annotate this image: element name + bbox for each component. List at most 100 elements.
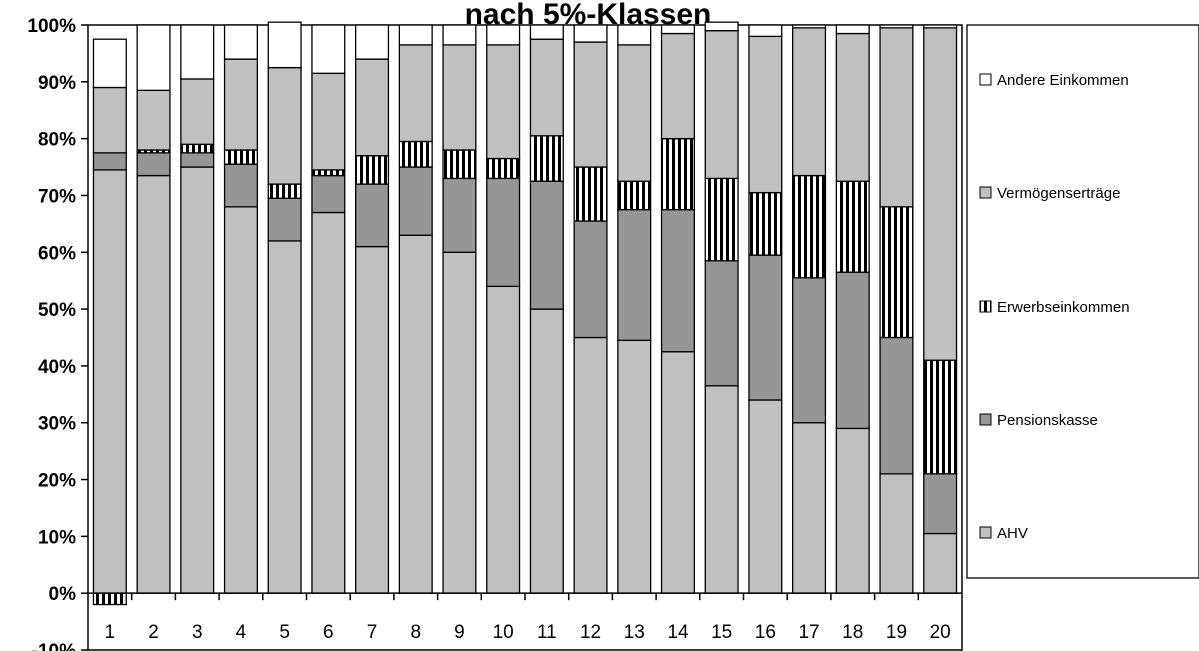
- bar-ahv: [835, 427, 870, 594]
- bar-ve: [879, 27, 914, 208]
- legend-label-ee: Erwerbseinkommen: [997, 299, 1130, 316]
- bar-ae: [355, 24, 390, 60]
- x-tick-label: 2: [148, 622, 159, 643]
- bar-ve: [835, 32, 870, 182]
- bar-ve: [617, 44, 652, 182]
- bar-ae: [267, 21, 302, 69]
- bar-ahv: [792, 422, 827, 594]
- bar-pk: [136, 152, 171, 177]
- bar-ee: [223, 149, 258, 165]
- bar-ve: [486, 44, 521, 160]
- bar-pk: [704, 260, 739, 387]
- bar-ae: [660, 24, 695, 35]
- plot-frame: [87, 24, 963, 651]
- bar-pk: [92, 152, 127, 171]
- bar-ahv: [136, 174, 171, 594]
- x-tick-label: 14: [667, 622, 689, 643]
- bar-ve: [267, 66, 302, 185]
- bar-ahv: [92, 169, 127, 594]
- bar-pk: [573, 220, 608, 339]
- bar-ahv: [311, 211, 346, 594]
- bar-ahv: [442, 251, 477, 594]
- bar-ae: [486, 24, 521, 46]
- y-tick-label: 20%: [38, 471, 76, 492]
- legend-label-ahv: AHV: [997, 525, 1028, 542]
- y-tick-label: 50%: [38, 300, 76, 321]
- x-tick-label: 5: [279, 622, 290, 643]
- plot-area: -10%0%10%20%30%40%50%60%70%80%90%100%123…: [27, 16, 963, 651]
- x-tick-label: 17: [798, 622, 819, 643]
- x-tick-label: 12: [580, 622, 601, 643]
- x-tick-label: 11: [537, 622, 557, 643]
- bar-ee: [398, 140, 433, 168]
- bar-pk: [617, 209, 652, 341]
- bar-ae: [573, 24, 608, 43]
- bar-ae: [529, 24, 564, 40]
- bar-ve: [223, 58, 258, 151]
- bar-ae: [748, 24, 783, 38]
- bar-ve: [398, 44, 433, 143]
- bar-ve: [442, 44, 477, 151]
- bar-ae: [180, 24, 215, 80]
- bar-ae: [136, 24, 171, 91]
- y-tick-label: 30%: [38, 414, 76, 435]
- bar-pk: [267, 197, 302, 242]
- x-tick-label: 8: [410, 622, 421, 643]
- x-tick-label: 7: [367, 622, 378, 643]
- bar-ve: [355, 58, 390, 157]
- bar-ee: [660, 137, 695, 211]
- bar-ae: [442, 24, 477, 46]
- bar-pk: [660, 209, 695, 353]
- bar-ee: [180, 143, 215, 154]
- bar-ve: [529, 38, 564, 137]
- bar-pk: [879, 336, 914, 475]
- bar-ve: [311, 72, 346, 171]
- legend-swatch-pk: [979, 413, 992, 426]
- bar-ahv: [398, 234, 433, 594]
- x-tick-label: 20: [930, 622, 951, 643]
- bar-ahv: [704, 385, 739, 594]
- bar-ve: [660, 32, 695, 140]
- x-tick-label: 10: [493, 622, 514, 643]
- bar-ae: [704, 21, 739, 32]
- legend-swatch-ve: [979, 186, 992, 199]
- bar-pk: [486, 177, 521, 288]
- legend-label-ae: Andere Einkommen: [997, 72, 1129, 89]
- bar-pk: [748, 254, 783, 401]
- bar-pk: [180, 152, 215, 168]
- bar-ahv: [660, 351, 695, 594]
- bar-ae: [311, 24, 346, 74]
- y-tick-label: 80%: [38, 130, 76, 151]
- x-tick-label: 4: [236, 622, 247, 643]
- x-tick-label: 15: [711, 622, 732, 643]
- bar-ahv: [267, 240, 302, 594]
- bar-pk: [355, 183, 390, 248]
- bar-ahv: [923, 532, 958, 594]
- bar-ee: [617, 180, 652, 211]
- bar-ahv: [617, 339, 652, 594]
- bar-ee: [748, 191, 783, 256]
- bar-pk: [311, 174, 346, 214]
- bar-ae: [879, 24, 914, 29]
- bar-ve: [792, 27, 827, 177]
- bar-ve: [136, 89, 171, 151]
- bar-ae: [92, 38, 127, 89]
- bar-ae: [617, 24, 652, 46]
- bar-ahv: [573, 336, 608, 594]
- x-tick-label: 16: [755, 622, 776, 643]
- x-tick-label: 3: [192, 622, 203, 643]
- bar-ve: [704, 30, 739, 180]
- legend-label-pk: Pensionskasse: [997, 412, 1098, 429]
- bar-pk: [398, 166, 433, 236]
- legend-box: [966, 24, 1199, 579]
- bar-ahv: [529, 308, 564, 594]
- x-tick-label: 1: [105, 622, 116, 643]
- bar-ae: [398, 24, 433, 46]
- bar-pk: [223, 163, 258, 208]
- bar-ve: [923, 27, 958, 361]
- bar-ee: [92, 592, 127, 606]
- bar-pk: [442, 177, 477, 253]
- bar-ee: [267, 183, 302, 199]
- bar-ee: [442, 149, 477, 180]
